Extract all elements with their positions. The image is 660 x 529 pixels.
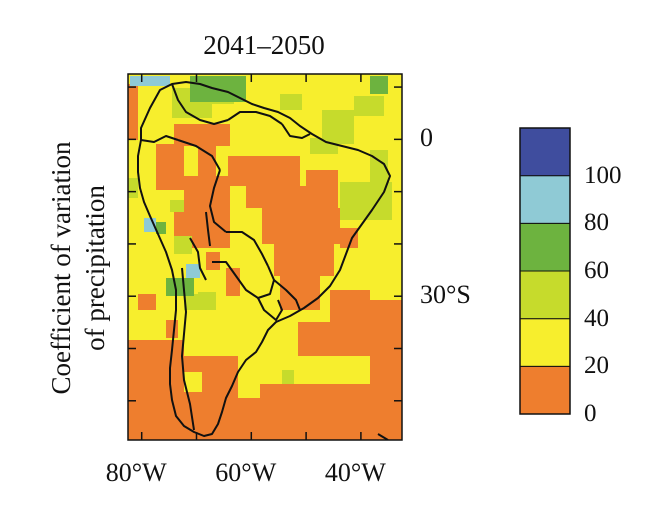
- cell-o-c4: [274, 244, 334, 276]
- cell-o-w2: [156, 144, 184, 190]
- map-title: 2041–2050: [203, 30, 325, 60]
- cell-lb-3: [186, 264, 200, 278]
- cell-lg-5: [354, 96, 384, 116]
- cell-o-c6: [306, 170, 338, 208]
- continent-outline: [137, 81, 391, 437]
- cell-lg-13: [170, 200, 184, 212]
- cell-lg-10: [174, 236, 192, 254]
- coastlines-and-borders: [137, 81, 391, 440]
- cell-lg-12: [184, 294, 198, 310]
- cell-se-band-1: [298, 322, 402, 356]
- border-peru-brazil: [209, 169, 227, 233]
- cell-o-c1: [228, 156, 300, 186]
- lake-and-islands: [377, 433, 389, 440]
- cell-y-s4: [238, 384, 260, 398]
- border-argentina-brazil: [273, 279, 301, 311]
- colorbar-label: 40: [584, 304, 609, 332]
- lat-tick-label: 30°S: [420, 280, 471, 310]
- cell-sw-strip: [128, 340, 184, 360]
- cell-lg-11: [198, 292, 216, 310]
- lon-tick-label: 80°W: [105, 458, 167, 487]
- cell-y-s2: [330, 356, 370, 384]
- border-paraguay: [212, 261, 275, 299]
- cell-o-c7: [340, 228, 358, 248]
- cell-lg-8: [310, 138, 338, 154]
- axis-ticks: [128, 74, 402, 440]
- border-argentina-chile: [181, 267, 195, 431]
- border-colombia-venezuela: [171, 83, 229, 125]
- cell-se-band-3: [330, 290, 370, 324]
- cell-o-c5: [280, 276, 320, 310]
- border-bolivia-chile: [189, 237, 207, 281]
- border-colombia-peru: [177, 139, 221, 171]
- cell-o-w6: [138, 294, 156, 310]
- colorbar-segment: [519, 365, 571, 415]
- cell-o-w4: [198, 130, 216, 180]
- cell-g-3: [166, 278, 194, 296]
- map-frame: [127, 73, 403, 441]
- cell-g-2: [370, 76, 388, 94]
- border-peru-bolivia: [205, 211, 211, 247]
- colorbar-label: 100: [584, 161, 622, 189]
- colorbar-segment: [519, 127, 571, 177]
- colorbar-frame: [519, 127, 571, 415]
- colorbar: [519, 127, 571, 415]
- colorbar-label: 0: [584, 400, 597, 427]
- cell-o-c3: [262, 208, 340, 244]
- colorbar-segment: [519, 222, 571, 272]
- lat-tick-label: 0: [420, 123, 433, 153]
- cell-y-s3: [184, 372, 202, 392]
- cell-g-s1: [282, 370, 294, 384]
- border-bolivia-brazil: [226, 231, 269, 267]
- colorbar-label: 60: [584, 257, 609, 284]
- cell-lg-3: [280, 94, 302, 110]
- colorbar-segment: [519, 270, 571, 320]
- cell-lg-7: [370, 150, 388, 186]
- grid-cells: [128, 74, 402, 440]
- border-uruguay: [257, 297, 283, 321]
- cell-lg-9: [128, 178, 138, 198]
- colorbar-label: 80: [584, 209, 609, 237]
- cell-o-c2: [246, 186, 312, 208]
- cell-lg-6: [340, 182, 392, 220]
- cell-g-4: [156, 222, 166, 234]
- cell-o-w10: [128, 84, 138, 140]
- cell-se-band-2: [370, 300, 402, 322]
- colorbar-segment: [519, 175, 571, 224]
- cell-o-w7: [166, 320, 178, 338]
- colorbar-segment: [519, 318, 571, 367]
- border-ecuador-peru: [140, 135, 179, 143]
- lon-tick-label: 40°W: [324, 458, 386, 487]
- cell-lb-1: [130, 76, 170, 86]
- border-venezuela-brazil: [227, 111, 283, 125]
- lon-tick-label: 60°W: [215, 458, 277, 487]
- colorbar-label: 20: [584, 352, 609, 380]
- border-guyanas: [281, 123, 311, 139]
